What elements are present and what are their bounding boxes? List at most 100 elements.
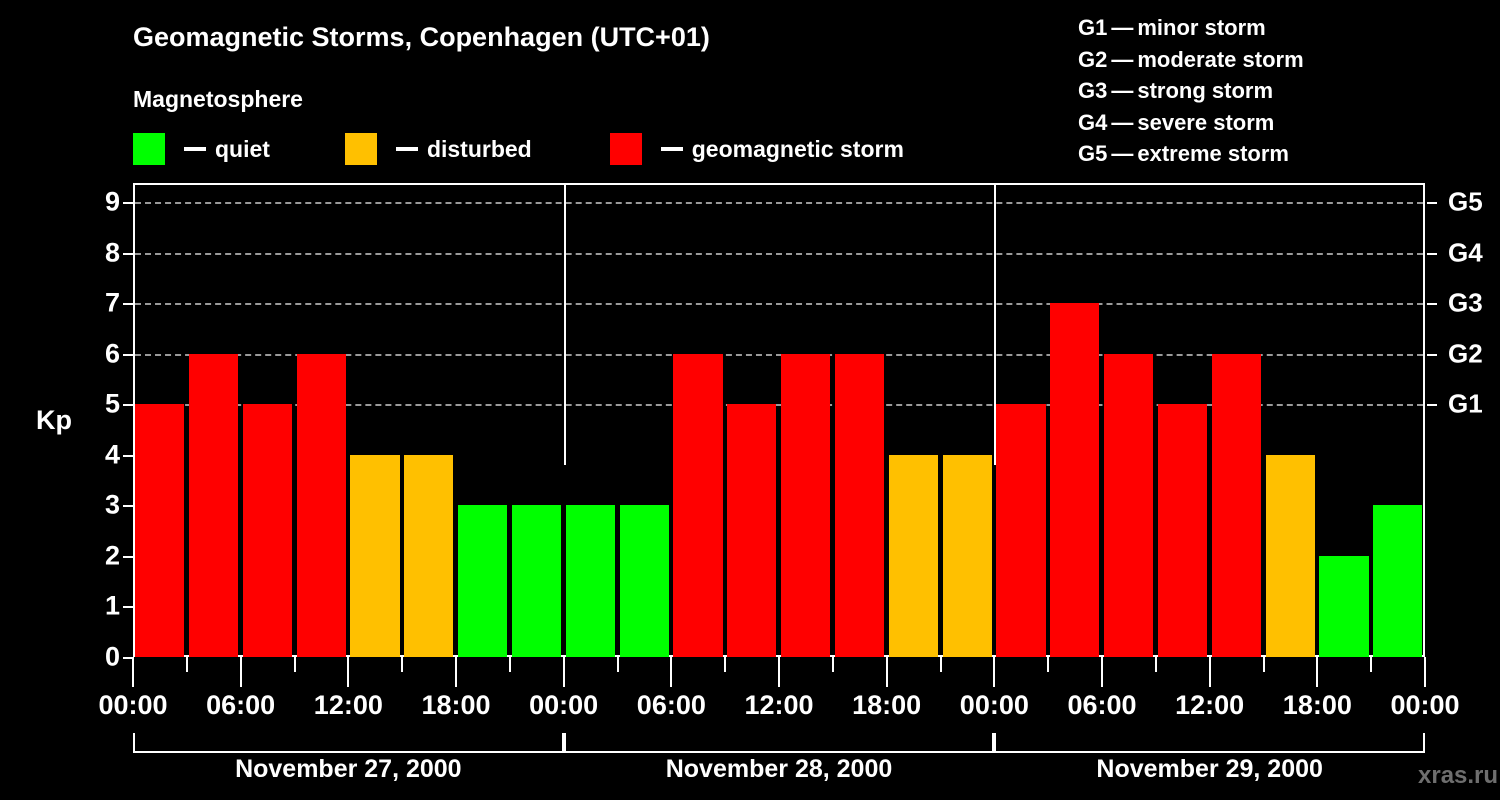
- y-tick-mark: [123, 454, 133, 457]
- date-bracket: [133, 733, 564, 753]
- x-axis-time-label: 18:00: [421, 690, 491, 720]
- gridline-kp-7: [135, 303, 1423, 306]
- x-tick-minor: [401, 657, 404, 672]
- gridline-kp-6: [135, 353, 1423, 356]
- x-tick-minor: [1370, 657, 1373, 672]
- bar: [511, 505, 562, 657]
- y-tick-label-6: 6: [104, 338, 120, 369]
- bar: [296, 353, 346, 657]
- bar: [135, 404, 185, 657]
- bar: [781, 353, 831, 657]
- g-scale-description: extreme storm: [1137, 141, 1289, 166]
- g-scale-dash-icon: —: [1111, 109, 1134, 135]
- g-scale-dash-icon: —: [1111, 46, 1134, 72]
- x-tick-major: [1316, 657, 1319, 687]
- g-scale-row-g4: G4— severe storm: [1078, 107, 1304, 139]
- g-scale-row-g3: G3— strong storm: [1078, 75, 1304, 107]
- legend-dash-icon: [395, 147, 418, 151]
- y-tick-label-1: 1: [104, 590, 120, 621]
- g-tick-mark: [1427, 353, 1437, 356]
- x-axis-time-label: 12:00: [313, 690, 383, 720]
- y-tick-mark: [123, 404, 133, 407]
- watermark: xras.ru: [1418, 762, 1499, 789]
- g-scale-dash-icon: —: [1111, 15, 1134, 40]
- g-scale-row-g1: G1— minor storm: [1078, 12, 1304, 44]
- color-legend: quiet disturbed geomagnetic storm: [133, 133, 904, 165]
- bar: [727, 404, 777, 657]
- y-tick-label-0: 0: [104, 641, 120, 672]
- legend-entry-quiet: quiet: [133, 133, 270, 165]
- bar: [1157, 404, 1208, 657]
- x-tick-minor: [1262, 657, 1265, 672]
- y-tick-mark: [123, 252, 133, 255]
- x-axis-time-label: 00:00: [959, 690, 1029, 720]
- date-brackets: November 27, 2000 November 28, 2000 Novemb…: [0, 733, 1500, 799]
- x-tick-major: [239, 657, 242, 687]
- bar: [458, 505, 508, 657]
- x-tick-major: [455, 657, 457, 687]
- y-tick-label-2: 2: [104, 540, 120, 571]
- legend-dash-icon: [660, 147, 683, 151]
- x-axis-time-label: 00:00: [529, 690, 599, 720]
- g-scale-code: G3: [1078, 78, 1108, 103]
- g-scale-description: strong storm: [1137, 78, 1274, 103]
- page-title: Geomagnetic Storms, Copenhagen (UTC+01): [133, 22, 710, 52]
- x-tick-major: [1424, 657, 1426, 687]
- x-tick-major: [347, 657, 350, 687]
- y-tick-label-4: 4: [104, 439, 120, 470]
- g-scale-dash-icon: —: [1111, 78, 1134, 103]
- x-tick-major: [1101, 657, 1103, 687]
- y-axis-title: Kp: [36, 405, 72, 435]
- x-tick-minor: [616, 657, 619, 672]
- g-axis-label-g3: G3: [1448, 287, 1483, 318]
- legend-label-quiet: quiet: [215, 135, 270, 162]
- bar: [1319, 555, 1369, 657]
- swatch-quiet-icon: [133, 133, 165, 165]
- date-bracket: [563, 733, 995, 753]
- x-axis-labels: 00:00 06:00 12:00 18:00 00:00 06:00 12:00 18:00…: [0, 690, 1500, 730]
- y-tick-label-5: 5: [104, 388, 120, 419]
- bar: [834, 353, 885, 657]
- legend-label-disturbed: disturbed: [426, 135, 532, 162]
- bar: [1104, 353, 1154, 657]
- date-label: November 27, 2000: [235, 755, 462, 783]
- y-tick-mark: [123, 303, 133, 306]
- bar: [996, 404, 1046, 657]
- x-axis-ticks: [0, 657, 1500, 693]
- date-bracket: [994, 733, 1425, 753]
- y-tick-mark: [123, 606, 133, 609]
- g-scale-description: severe storm: [1137, 109, 1275, 135]
- g-axis: G1 G2 G3 G4 G5: [1448, 0, 1500, 800]
- bar: [404, 454, 454, 657]
- x-tick-minor: [724, 657, 727, 672]
- y-tick-mark: [123, 657, 133, 659]
- g-scale-legend: G1— minor storm G2— moderate storm G3— strong…: [1078, 12, 1304, 170]
- y-tick-mark: [123, 505, 133, 508]
- x-tick-minor: [1047, 657, 1050, 672]
- x-tick-major: [132, 657, 134, 687]
- y-tick-mark: [123, 202, 133, 204]
- x-tick-major: [670, 657, 673, 687]
- bar: [188, 353, 239, 657]
- swatch-storm-icon: [609, 133, 642, 165]
- swatch-disturbed-icon: [344, 133, 377, 165]
- bar: [619, 505, 669, 657]
- g-axis-label-g4: G4: [1448, 237, 1483, 268]
- g-scale-code: G4: [1078, 109, 1108, 135]
- bar: [565, 505, 615, 657]
- g-scale-description: moderate storm: [1137, 46, 1304, 72]
- bar: [242, 404, 292, 657]
- bar: [673, 353, 723, 657]
- x-tick-major: [778, 657, 780, 687]
- bar: [1373, 505, 1423, 657]
- x-tick-minor: [185, 657, 188, 672]
- day-divider-line: [563, 185, 566, 465]
- x-tick-major: [885, 657, 888, 687]
- x-axis-time-label: 12:00: [744, 690, 814, 720]
- x-axis-time-label: 06:00: [206, 690, 276, 720]
- x-axis-time-label: 06:00: [636, 690, 706, 720]
- bar: [888, 454, 938, 657]
- g-scale-code: G2: [1078, 46, 1108, 72]
- g-axis-label-g5: G5: [1448, 186, 1483, 217]
- bar: [1265, 454, 1315, 657]
